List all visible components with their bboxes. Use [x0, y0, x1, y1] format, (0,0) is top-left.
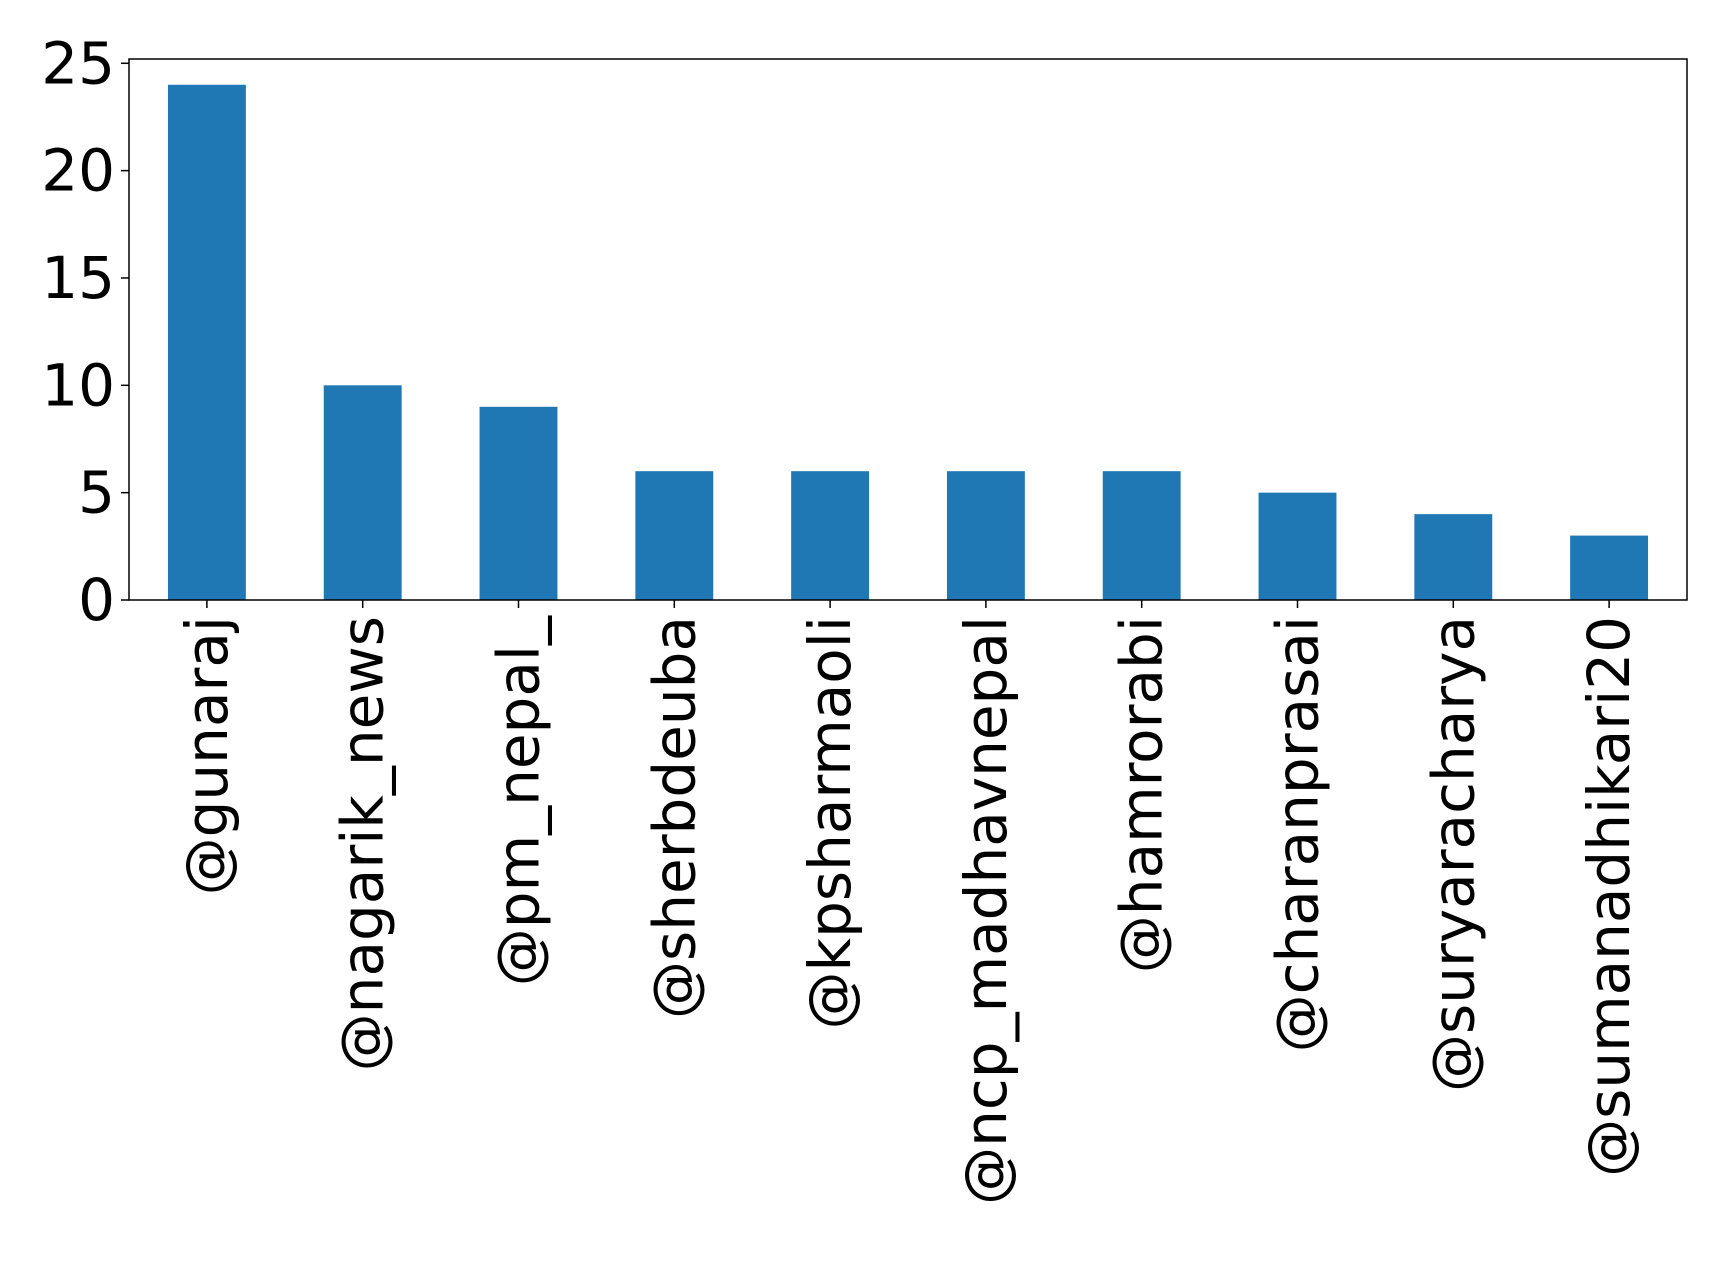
y-tick-label: 20: [41, 137, 115, 205]
y-tick-label: 0: [78, 566, 115, 634]
x-tick-label: @ncp_madhavnepal: [952, 616, 1020, 1205]
bar-nagarik-news: [323, 385, 402, 600]
y-tick-label: 10: [41, 351, 115, 419]
x-tick-label: @gunaraj: [173, 616, 241, 895]
x-tick-label: @hamrorabi: [1108, 616, 1176, 973]
bar-charanprasai: [1258, 492, 1337, 600]
x-tick-label: @sumanadhikari20: [1575, 616, 1643, 1177]
x-axis: @gunaraj @nagarik_news @pm_nepal_ @sherbdeu…: [173, 600, 1643, 1205]
bar-sherbdeuba: [635, 471, 714, 600]
y-tick-label: 5: [78, 459, 115, 527]
bar-gunaraj: [167, 84, 246, 600]
x-tick-label: @sherbdeuba: [640, 616, 708, 1019]
x-tick-label: @charanprasai: [1264, 616, 1332, 1052]
y-tick-label: 15: [41, 244, 115, 312]
plot-frame: [128, 58, 1688, 601]
y-axis: 0 5 10 15 20 25: [41, 29, 129, 634]
y-tick-label: 25: [41, 29, 115, 97]
bars-group: [167, 84, 1649, 600]
bar-kpsharmaoli: [791, 471, 870, 600]
bar-sumanadhikari20: [1570, 535, 1649, 600]
x-tick-label: @suryaracharya: [1419, 616, 1487, 1092]
x-tick-label: @pm_nepal_: [485, 615, 553, 986]
bar-suryaracharya: [1414, 514, 1493, 600]
bar-hamrorabi: [1102, 471, 1181, 600]
x-tick-label: @kpsharmaoli: [796, 616, 864, 1030]
bar-ncp-madhavnepal: [946, 471, 1025, 600]
x-tick-label: @nagarik_news: [329, 616, 397, 1071]
bar-pm-nepal: [479, 406, 558, 600]
